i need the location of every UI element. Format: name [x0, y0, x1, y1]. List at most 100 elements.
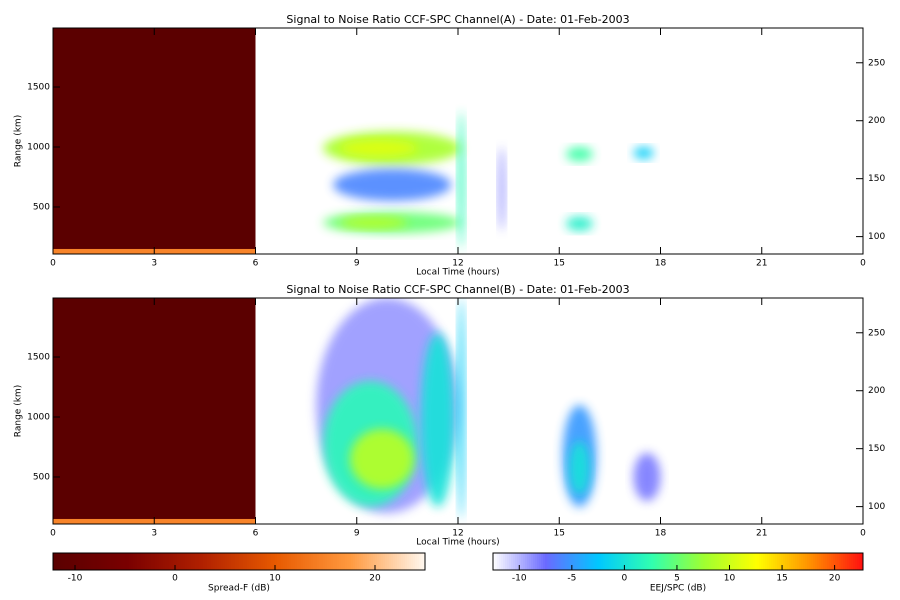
colorbar-cell	[511, 553, 514, 570]
colorbar-cell	[161, 553, 164, 570]
colorbar-cell	[231, 553, 234, 570]
colorbar-cell	[561, 553, 564, 570]
y2-tick-label: 100	[868, 232, 885, 242]
colorbar-cell	[797, 553, 800, 570]
colorbar-cell	[605, 553, 608, 570]
colorbar-cell	[681, 553, 684, 570]
echo-patch	[420, 333, 455, 507]
colorbar-cell	[413, 553, 416, 570]
colorbar-cell	[585, 553, 588, 570]
colorbar-cell	[849, 553, 852, 570]
colorbar-cell	[389, 553, 392, 570]
colorbar-cell	[57, 553, 60, 570]
colorbar-cell	[801, 553, 804, 570]
colorbar-cell	[237, 553, 240, 570]
colorbar-cell	[683, 553, 686, 570]
colorbar-cell	[619, 553, 622, 570]
colorbar-cell	[341, 553, 344, 570]
x-tick-label: 15	[554, 259, 565, 269]
colorbar-cell	[275, 553, 278, 570]
colorbar-cell	[173, 553, 176, 570]
y-tick-label: 500	[33, 472, 50, 482]
colorbar-cell	[273, 553, 276, 570]
colorbar-cell	[363, 553, 366, 570]
colorbar-cell	[331, 553, 334, 570]
colorbar-cell	[595, 553, 598, 570]
colorbar-cell	[63, 553, 66, 570]
colorbar-cell	[309, 553, 312, 570]
colorbar-cell	[593, 553, 596, 570]
colorbar-cell	[349, 553, 352, 570]
echo-patch	[633, 146, 654, 159]
colorbar-cell	[329, 553, 332, 570]
colorbar-cell	[75, 553, 78, 570]
colorbar-cell	[385, 553, 388, 570]
colorbar-cell	[671, 553, 674, 570]
echo-patch	[339, 216, 408, 229]
colorbar-cell	[95, 553, 98, 570]
colorbar-cell	[111, 553, 114, 570]
colorbar-cell	[97, 553, 100, 570]
colorbar-cell	[179, 553, 182, 570]
x-tick-label: 0	[50, 259, 56, 269]
colorbar-cell	[141, 553, 144, 570]
x-tick-label: 21	[756, 529, 767, 539]
colorbar-cell	[673, 553, 676, 570]
colorbar-cell	[135, 553, 138, 570]
colorbar-cell	[675, 553, 678, 570]
colorbar-cell	[793, 553, 796, 570]
colorbar-cell	[65, 553, 68, 570]
y-tick-label: 1000	[27, 142, 50, 152]
colorbar-cell	[653, 553, 656, 570]
colorbar-cell	[159, 553, 162, 570]
colorbar-cell	[321, 553, 324, 570]
colorbar-cell	[543, 553, 546, 570]
x-tick-label: 3	[151, 529, 157, 539]
colorbar-cell	[613, 553, 616, 570]
colorbar-cell	[667, 553, 670, 570]
colorbar-cell	[553, 553, 556, 570]
colorbar-cell	[549, 553, 552, 570]
colorbar-cell	[379, 553, 382, 570]
colorbar-cell	[677, 553, 680, 570]
colorbar-cell	[139, 553, 142, 570]
colorbar-cell	[753, 553, 756, 570]
y2-tick-label: 150	[868, 444, 885, 454]
colorbar-cell	[145, 553, 148, 570]
colorbar-cell	[813, 553, 816, 570]
colorbar-cell	[719, 553, 722, 570]
colorbar-cell	[207, 553, 210, 570]
colorbar-cell	[545, 553, 548, 570]
colorbar-cell	[239, 553, 242, 570]
colorbar-cell	[815, 553, 818, 570]
colorbar-cell	[69, 553, 72, 570]
colorbar-cell	[745, 553, 748, 570]
colorbar-cell	[245, 553, 248, 570]
colorbar-cell	[357, 553, 360, 570]
colorbar-tick-label: 0	[172, 574, 178, 584]
echo-patch	[569, 440, 590, 495]
colorbar-cell	[775, 553, 778, 570]
colorbar-cell	[495, 553, 498, 570]
colorbar-cell	[235, 553, 238, 570]
colorbar-cell	[779, 553, 782, 570]
y2-tick-label: 250	[868, 58, 885, 68]
colorbar-cell	[109, 553, 112, 570]
colorbar-cell	[383, 553, 386, 570]
x-tick-label: 0	[50, 529, 56, 539]
colorbar-cell	[629, 553, 632, 570]
y-tick-label: 1000	[27, 412, 50, 422]
colorbar-cell	[831, 553, 834, 570]
colorbar-cell	[747, 553, 750, 570]
colorbar-cell	[837, 553, 840, 570]
colorbar-cell	[227, 553, 230, 570]
colorbar-cell	[99, 553, 102, 570]
colorbar-cell	[811, 553, 814, 570]
colorbar-cell	[499, 553, 502, 570]
colorbar-cell	[281, 553, 284, 570]
colorbar-cell	[247, 553, 250, 570]
colorbar-cell	[175, 553, 178, 570]
colorbar-cell	[541, 553, 544, 570]
colorbar-cell	[61, 553, 64, 570]
colorbar-cell	[269, 553, 272, 570]
